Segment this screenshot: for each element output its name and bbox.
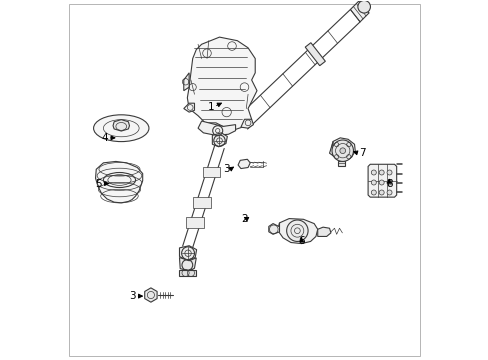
Text: 4: 4	[101, 133, 108, 143]
Polygon shape	[268, 223, 279, 234]
Polygon shape	[183, 103, 194, 112]
Polygon shape	[202, 167, 220, 177]
Text: 6: 6	[298, 236, 305, 246]
Polygon shape	[350, 1, 368, 22]
Polygon shape	[186, 217, 204, 228]
Circle shape	[386, 170, 391, 175]
Circle shape	[357, 0, 370, 13]
Polygon shape	[317, 227, 330, 237]
Text: 3: 3	[129, 291, 135, 301]
Polygon shape	[183, 73, 189, 91]
Polygon shape	[212, 133, 227, 147]
Ellipse shape	[93, 115, 149, 141]
Polygon shape	[367, 164, 396, 197]
Polygon shape	[330, 138, 354, 161]
Circle shape	[378, 180, 384, 185]
Polygon shape	[238, 159, 250, 168]
Polygon shape	[144, 288, 157, 302]
Polygon shape	[95, 161, 142, 203]
Polygon shape	[179, 246, 196, 260]
Text: 1: 1	[207, 102, 214, 112]
Polygon shape	[113, 120, 129, 131]
Text: 2: 2	[241, 214, 247, 224]
Polygon shape	[179, 270, 195, 276]
Polygon shape	[278, 219, 317, 244]
Circle shape	[331, 140, 353, 161]
Circle shape	[386, 190, 391, 195]
Polygon shape	[179, 257, 196, 271]
Polygon shape	[305, 43, 325, 66]
Polygon shape	[337, 161, 345, 166]
Circle shape	[378, 170, 384, 175]
Polygon shape	[329, 141, 332, 156]
Polygon shape	[192, 197, 210, 208]
Circle shape	[286, 220, 307, 242]
Polygon shape	[198, 121, 235, 135]
Circle shape	[370, 190, 376, 195]
Circle shape	[378, 190, 384, 195]
Polygon shape	[241, 119, 253, 128]
Circle shape	[386, 180, 391, 185]
Circle shape	[339, 148, 345, 154]
Text: 3: 3	[223, 164, 230, 174]
Circle shape	[370, 170, 376, 175]
Text: 7: 7	[358, 148, 365, 158]
Text: 5: 5	[95, 179, 102, 189]
Polygon shape	[187, 37, 257, 130]
Circle shape	[370, 180, 376, 185]
Text: 8: 8	[385, 179, 392, 189]
